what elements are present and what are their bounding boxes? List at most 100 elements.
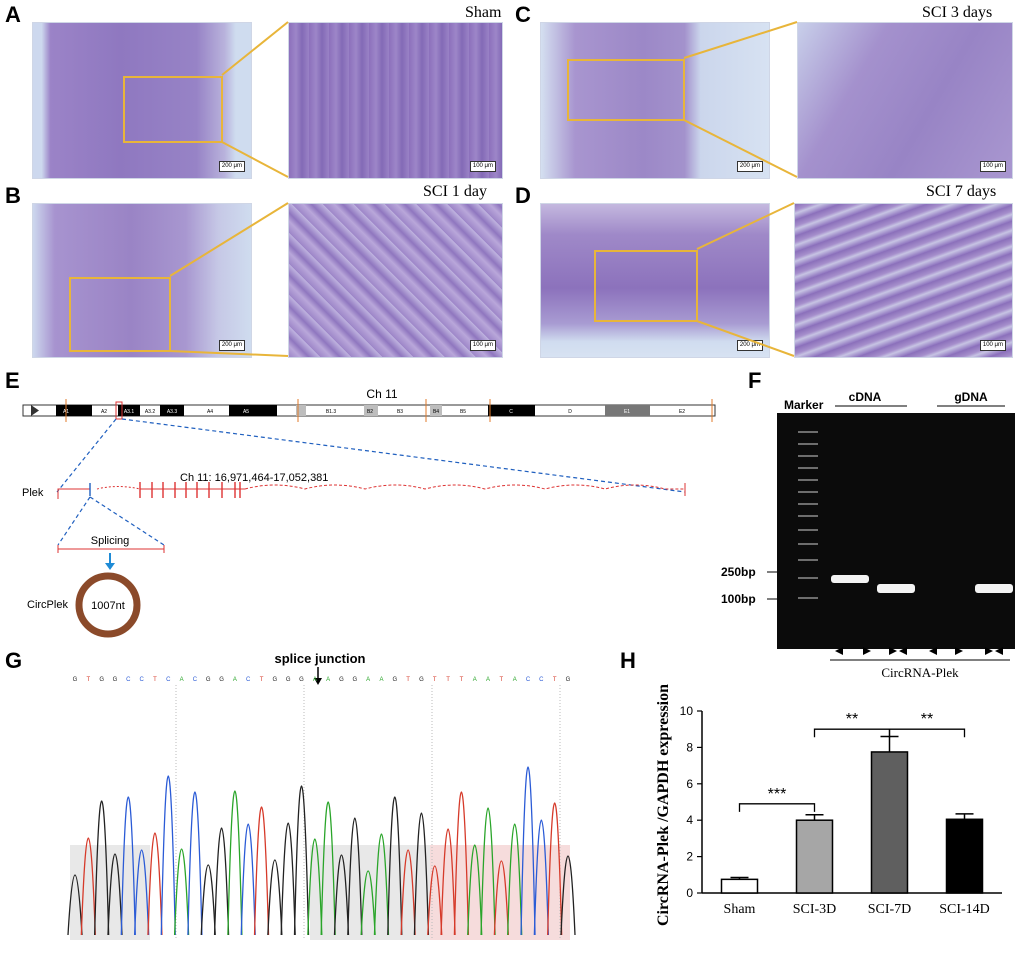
trace-peak — [80, 837, 96, 936]
trace-peak — [107, 853, 123, 936]
zoom-box-a — [123, 76, 223, 143]
band-label: C — [509, 409, 513, 415]
trace-peak — [533, 819, 550, 936]
panel-title-c: SCI 3 days — [922, 4, 993, 21]
primer-arrows — [835, 647, 1003, 655]
significance-bracket — [813, 728, 891, 738]
significance-bracket — [738, 803, 816, 812]
marker-label: Marker — [784, 398, 824, 412]
sequence-base: G — [566, 677, 571, 683]
sequence-base: T — [460, 677, 464, 683]
panel-letter-a: A — [5, 2, 21, 27]
bar-sci-7d — [870, 751, 909, 894]
chromosome-bands — [56, 405, 650, 416]
sequence-base: C — [126, 677, 131, 683]
sequence-base: T — [446, 677, 450, 683]
trace-peak — [560, 855, 576, 936]
panel-title-d: SCI 7 days — [926, 183, 997, 200]
trace-peak — [440, 828, 456, 936]
bar-sci-3d — [795, 819, 834, 894]
histology-image-c-low: 200 μm — [540, 22, 770, 179]
panel-title-b: SCI 1 day — [423, 183, 487, 200]
band-label: A3.1 — [124, 409, 135, 415]
sequence-base: A — [313, 677, 317, 683]
trace-peak — [453, 791, 470, 936]
sequence-base: T — [433, 677, 437, 683]
trace-peak — [240, 823, 256, 936]
band-label: D — [568, 409, 572, 415]
trace-peak — [213, 827, 230, 936]
sequence-base: T — [553, 677, 557, 683]
trace-peak — [387, 796, 403, 936]
scalebar-c-low: 200 μm — [736, 161, 763, 172]
gene-label: Plek — [22, 487, 44, 499]
sequence-base: T — [153, 677, 157, 683]
bp100-label: 100bp — [721, 592, 756, 606]
band-label: A3.2 — [145, 409, 156, 415]
band-label: B4 — [433, 409, 439, 415]
zoom-box-c — [567, 59, 685, 121]
x-tick-label: SCI-7D — [868, 902, 912, 917]
circrna-length: 1007nt — [91, 600, 125, 612]
zoom-connectors — [169, 21, 798, 357]
sequence-base: A — [366, 677, 370, 683]
sequence-base: C — [539, 677, 544, 683]
sequence-base: G — [286, 677, 291, 683]
histology-image-b-low: 200 μm — [32, 203, 252, 358]
cdna-label: cDNA — [849, 390, 882, 404]
histology-image-a-low: 200 μm — [32, 22, 252, 179]
significance-label: ** — [846, 711, 858, 728]
sequence-base: G — [113, 677, 118, 683]
trace-peak — [493, 860, 510, 936]
sequence-base: G — [273, 677, 278, 683]
sequence-base: A — [180, 677, 184, 683]
trace-peak — [360, 870, 376, 936]
sequence-base: G — [339, 677, 344, 683]
sequence-base: G — [206, 677, 211, 683]
zoom-box-d — [594, 250, 698, 322]
y-tick-label: 2 — [686, 850, 693, 864]
gene-coordinates: Ch 11: 16,971,464-17,052,381 — [180, 472, 328, 484]
histology-image-d-high: 100 μm — [794, 203, 1013, 358]
circrna-ring — [75, 572, 141, 638]
gdna-label: gDNA — [954, 390, 988, 404]
panel-letter-g: G — [5, 648, 23, 673]
sequence-base: C — [193, 677, 198, 683]
ladder-bands — [798, 431, 818, 599]
significance-label: ** — [921, 711, 933, 728]
trace-peak — [147, 832, 163, 936]
trace-peak — [320, 801, 336, 936]
sequence-base: G — [352, 677, 357, 683]
x-tick-label: SCI-3D — [793, 902, 837, 917]
panel-g-chromatogram: splice junction G T G G C C T C A C G G A C T G G G A A G G A A… — [67, 651, 576, 940]
y-axis-label: CircRNA-Plek /GAPDH expression — [655, 684, 672, 926]
band-label: A5 — [243, 409, 249, 415]
panel-letter-b: B — [5, 183, 21, 208]
sequence-base: A — [326, 677, 330, 683]
trace-peak — [200, 864, 216, 936]
trace-peak — [293, 785, 310, 936]
histology-image-d-low: 200 μm — [540, 203, 770, 358]
sequence-base: G — [392, 677, 397, 683]
splice-junction-label: splice junction — [274, 651, 365, 666]
x-tick-label: Sham — [724, 902, 756, 917]
trace-peak — [547, 802, 563, 936]
band-label: A2 — [101, 409, 107, 415]
scalebar-c-high: 100 μm — [979, 161, 1006, 172]
panel-letter-e: E — [5, 368, 20, 393]
trace-peak — [253, 806, 270, 936]
trace-peak — [67, 874, 83, 936]
scalebar-a-high: 100 μm — [469, 161, 496, 172]
trace-peak — [467, 844, 483, 936]
band-label: B3 — [397, 409, 403, 415]
bp250-label: 250bp — [721, 565, 756, 579]
scalebar-b-high: 100 μm — [469, 340, 496, 351]
trace-peak — [187, 791, 203, 936]
gel-caption: CircRNA-Plek — [881, 665, 959, 680]
circrna-label: CircPlek — [27, 599, 68, 611]
chromosome-label: Ch 11 — [366, 387, 397, 401]
trace-peak — [120, 796, 136, 936]
trace-peak — [160, 775, 176, 936]
y-tick-label: 8 — [686, 740, 693, 754]
